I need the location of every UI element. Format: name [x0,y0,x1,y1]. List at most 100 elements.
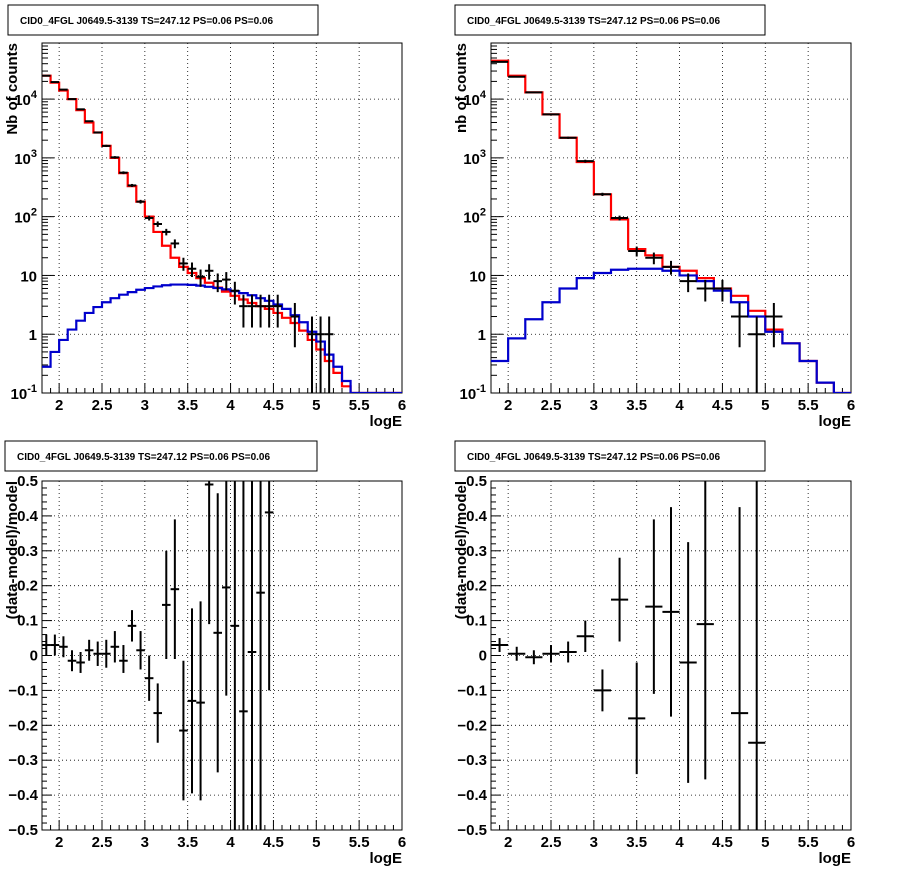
data-point [611,558,628,642]
data-point [491,638,508,652]
data-point [205,481,214,624]
data-point [697,481,714,779]
x-tick-label: 2.5 [92,397,113,414]
y-tick-label: 10-1 [11,383,37,403]
data-point [213,273,222,292]
y-tick-label: 0 [30,648,38,665]
x-tick-label: 6 [847,834,855,851]
x-tick-label: 5.5 [798,834,819,851]
data-point [93,132,102,134]
x-tick-label: 4 [226,397,235,414]
data-point [119,645,128,673]
y-tick-label: −0.3 [8,752,38,769]
data-point [248,295,257,328]
data-point [111,156,120,159]
x-tick-label: 3.5 [626,834,647,851]
x-tick-label: 5 [761,397,769,414]
x-tick-label: 3 [590,834,598,851]
y-tick-label: −0.2 [457,717,487,734]
fit-quality-canvas: CID0_4FGL J0649.5-3139 TS=247.12 PS=0.06… [0,0,898,875]
chart-panel-4: CID0_4FGL J0649.5-3139 TS=247.12 PS=0.06… [453,441,855,867]
data-point [111,631,120,662]
data-point [291,303,300,347]
y-tick-label: −0.5 [8,822,38,839]
y-tick-label: −0.5 [457,822,487,839]
data-point [162,551,171,659]
y-tick-label: 103 [14,148,37,168]
x-tick-label: 4.5 [263,397,284,414]
y-tick-label: 103 [463,148,486,168]
data-point [59,636,68,657]
data-point [68,99,77,100]
x-tick-label: 4.5 [712,834,733,851]
data-point [662,261,679,275]
x-tick-label: 5.5 [798,397,819,414]
x-axis-title: logE [819,413,852,430]
data-point [153,221,162,226]
y-tick-label: 0 [479,648,487,665]
data-point [731,507,748,830]
x-tick-label: 2 [55,834,63,851]
x-tick-label: 3 [141,834,149,851]
data-point [765,303,782,347]
x-tick-label: 5 [312,397,320,414]
data-point [136,200,145,204]
chart-title: CID0_4FGL J0649.5-3139 TS=247.12 PS=0.06… [467,452,720,463]
y-axis-title: nb of counts [453,43,470,133]
x-tick-label: 2 [504,397,512,414]
y-tick-label: 10 [20,268,37,285]
x-tick-label: 3.5 [177,397,198,414]
x-tick-label: 2 [504,834,512,851]
data-point [162,229,171,236]
x-axis-title: logE [370,850,403,867]
x-tick-label: 4.5 [263,834,284,851]
data-point [542,645,559,662]
data-point [76,109,85,110]
chart-title: CID0_4FGL J0649.5-3139 TS=247.12 PS=0.06… [17,452,270,463]
x-tick-label: 6 [398,834,406,851]
y-tick-label: −0.1 [8,682,38,699]
grid [42,481,402,830]
x-tick-label: 4 [226,834,235,851]
data-point [231,282,240,305]
y-tick-label: 102 [463,207,486,227]
series-line-source-model [42,285,402,393]
chart-panel-3: CID0_4FGL J0649.5-3139 TS=247.12 PS=0.06… [4,441,406,867]
data-point [213,493,222,772]
data-point [508,76,525,77]
data-point [231,481,240,830]
data-point [119,171,128,174]
x-tick-label: 2.5 [541,834,562,851]
data-point [42,75,51,76]
x-axis-title: logE [819,850,852,867]
data-point [128,610,137,641]
data-point [542,114,559,115]
data-point [628,247,645,257]
data-point [85,121,94,122]
x-tick-label: 2 [55,397,63,414]
x-tick-label: 5 [312,834,320,851]
data-point [748,317,765,393]
y-axis-title: (data-model)/model [4,481,21,619]
plot-area [491,481,765,830]
x-axis-title: logE [370,413,403,430]
data-point [188,262,197,277]
data-point [525,650,542,664]
data-point [93,642,102,666]
series-line-source-model [491,269,851,393]
data-point [525,92,542,93]
data-point [560,137,577,139]
data-point [171,519,180,659]
y-tick-label: 102 [14,207,37,227]
y-tick-label: −0.4 [8,787,38,804]
data-point [680,542,697,783]
y-tick-label: −0.1 [457,682,487,699]
x-tick-label: 6 [398,397,406,414]
data-point [51,635,60,656]
data-point [316,317,325,393]
grid [42,43,402,393]
y-tick-label: 10 [469,268,486,285]
data-point [256,295,265,328]
y-tick-label: 10-1 [460,383,486,403]
data-point [560,642,577,663]
